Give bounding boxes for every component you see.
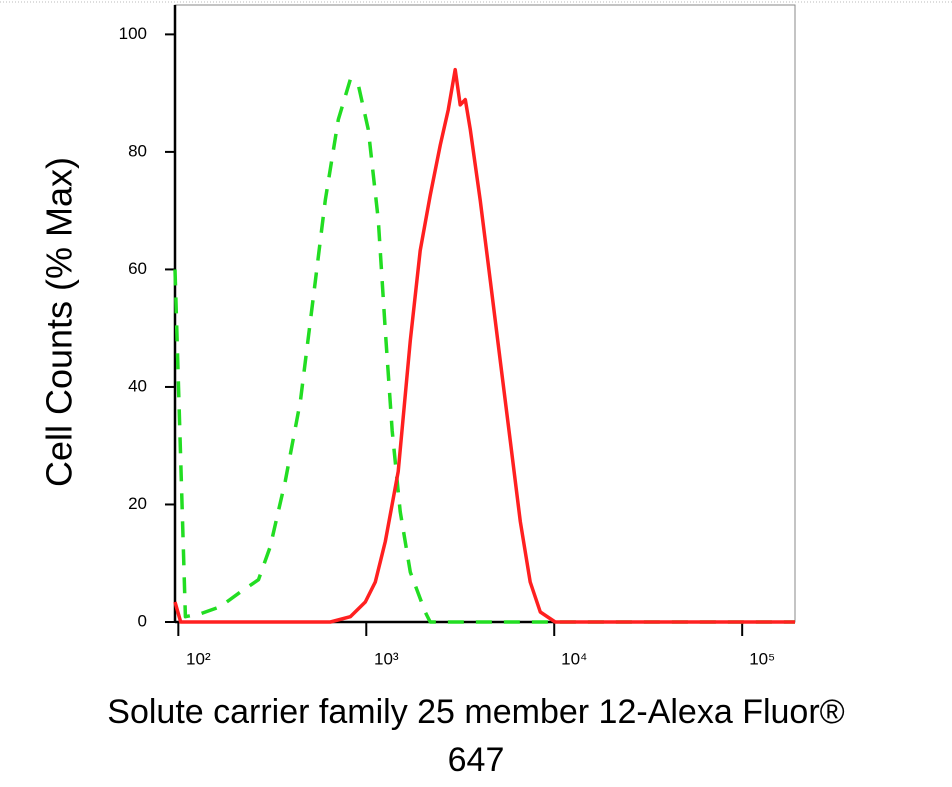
y-tick-label: 20 xyxy=(128,494,147,513)
x-tick-label: 10⁵ xyxy=(749,649,775,668)
x-axis-label: 647 xyxy=(448,741,505,779)
y-tick-label: 60 xyxy=(128,259,147,278)
x-tick-label: 10³ xyxy=(374,649,399,668)
y-axis-label: Cell Counts (% Max) xyxy=(39,157,80,487)
x-tick-label: 10² xyxy=(186,649,211,668)
y-tick-label: 0 xyxy=(138,611,147,630)
x-tick-label: 10⁴ xyxy=(561,649,587,668)
y-tick-label: 100 xyxy=(119,24,147,43)
y-tick-label: 40 xyxy=(128,376,147,395)
histogram-line xyxy=(173,67,795,624)
plot-frame xyxy=(174,4,796,623)
histogram-line xyxy=(173,77,795,624)
x-axis-label: Solute carrier family 25 member 12-Alexa… xyxy=(107,693,844,731)
y-tick-label: 80 xyxy=(128,141,147,160)
